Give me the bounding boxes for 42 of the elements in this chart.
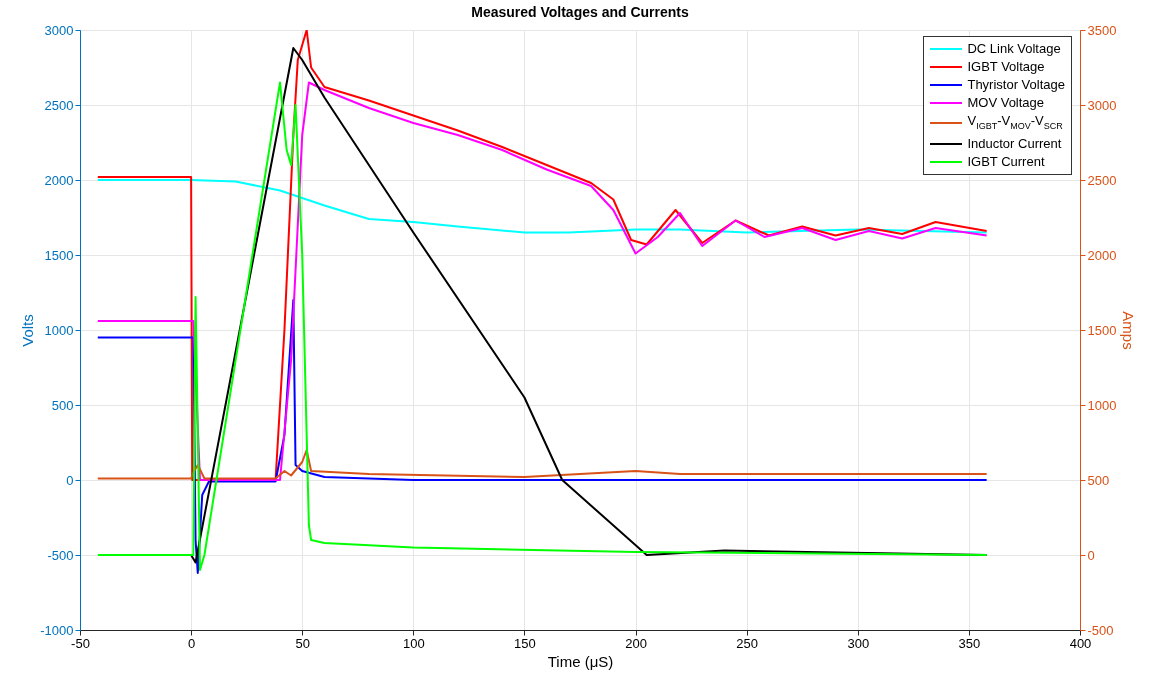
x-tick-label: 250 (736, 635, 759, 651)
y-tick-label: 2500 (44, 97, 74, 113)
y2-tick-label: 2500 (1087, 172, 1117, 188)
legend-label: Inductor Current (967, 134, 1062, 153)
x-tick-label: 0 (187, 635, 196, 651)
x-tick-label: 200 (625, 635, 647, 651)
y-tick-label: 1500 (44, 247, 74, 263)
x-tick-label: 50 (295, 635, 310, 651)
y2-tick-label: 500 (1087, 472, 1110, 488)
y2-tick-label: 0 (1087, 547, 1095, 563)
y-tick-label: -1000 (40, 622, 74, 638)
y-tick-label: 0 (66, 472, 74, 488)
y2-tick-label: 2000 (1087, 247, 1117, 263)
x-tick-label: 150 (514, 635, 536, 651)
legend-label: V$_{IGBT}$-V$_{MOV}$-V$_{SCR}$ (967, 112, 1063, 133)
x-tick-label: 100 (402, 635, 425, 651)
y-tick-label: -500 (47, 547, 74, 563)
y-tick-label: 500 (51, 397, 74, 413)
y2-tick-label: 1500 (1087, 322, 1117, 338)
chart-title: Measured Voltages and Currents (471, 4, 689, 20)
y2-tick-label: -500 (1087, 622, 1114, 638)
line-series (96, 299, 988, 574)
legend-label: IGBT Current (967, 152, 1045, 171)
legend-label: Thyristor Voltage (967, 76, 1065, 94)
y2-tick-label: 1000 (1087, 397, 1117, 413)
x-tick-label: 300 (847, 635, 870, 651)
y-axis-title: Volts (19, 314, 37, 347)
y2-tick-label: 3000 (1087, 97, 1117, 113)
y-tick-label: 1000 (44, 322, 74, 338)
y-tick-label: 3000 (44, 22, 74, 38)
x-axis-title: Time (μS) (547, 652, 614, 670)
y2-axis-title: Amps (1120, 311, 1138, 350)
legend-label: IGBT Voltage (967, 58, 1045, 76)
y2-tick-label: 3500 (1087, 22, 1117, 38)
legend-label: MOV Voltage (967, 94, 1045, 112)
x-tick-label: 400 (1069, 635, 1092, 651)
x-tick-label: 350 (958, 635, 981, 651)
line-series (96, 449, 988, 480)
line-series (96, 179, 988, 234)
y-tick-label: 2000 (44, 172, 74, 188)
x-tick-label: -50 (71, 635, 90, 651)
legend-label: DC Link Voltage (967, 40, 1061, 58)
